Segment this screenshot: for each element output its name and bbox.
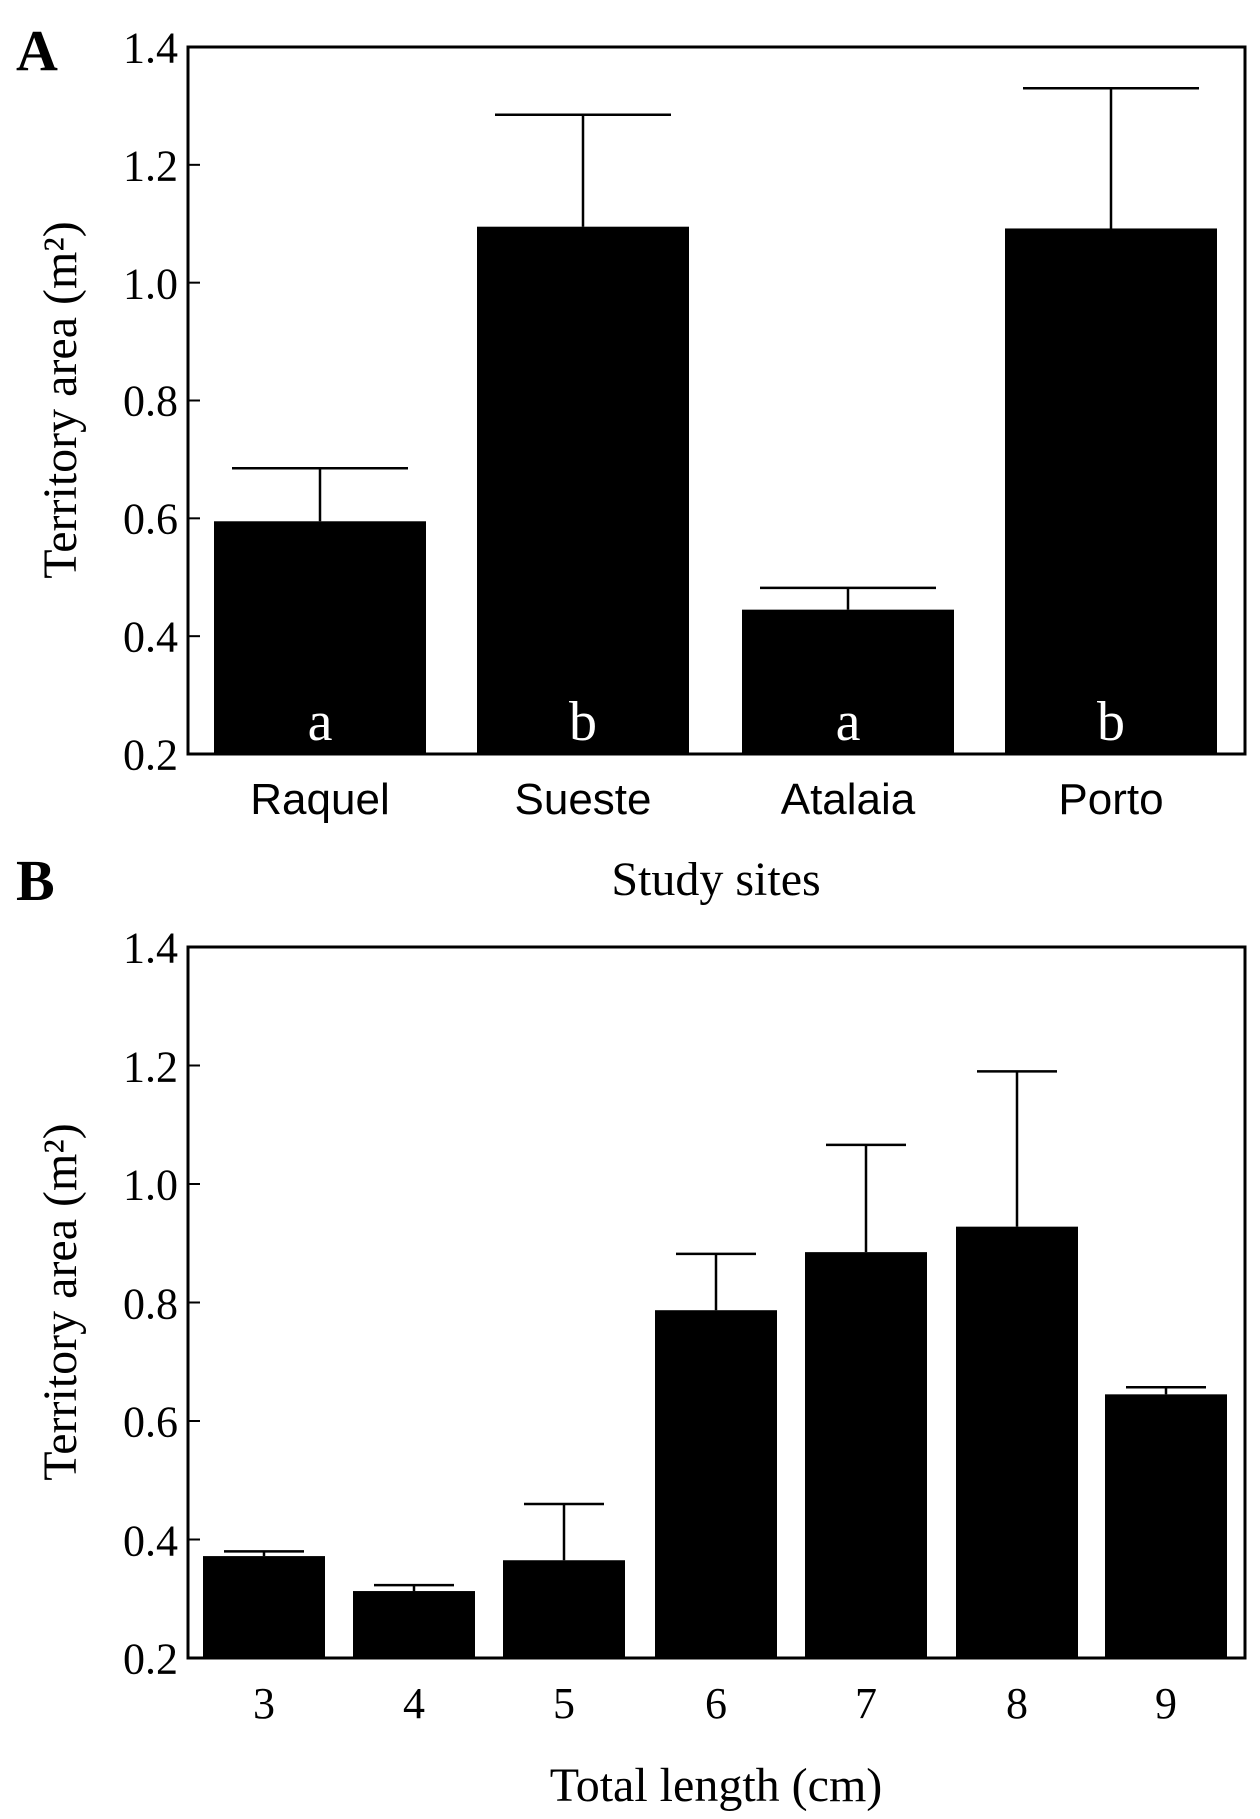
panel-b-errorbars [224, 1070, 1206, 1592]
panel-a: A a b a b 0.2 0.4 0.6 0.8 1.0 1.2 1.4 Raque… [16, 18, 1247, 906]
panel-b-y-tick-label: 0.2 [123, 1634, 178, 1683]
panel-a-x-axis-title: Study sites [611, 853, 820, 906]
bar-7 [805, 1252, 927, 1658]
panel-b-x-tick-label: 5 [553, 1679, 575, 1728]
panel-b-y-tick-labels: 0.2 0.4 0.6 0.8 1.0 1.2 1.4 [123, 923, 178, 1683]
panel-a-x-tick-label: Porto [1058, 775, 1163, 824]
bar-porto [1005, 228, 1217, 755]
panel-a-y-tick-label: 0.8 [123, 376, 178, 425]
panel-a-x-tick-label: Atalaia [781, 775, 916, 824]
panel-b-x-tick-label: 7 [855, 1679, 877, 1728]
panel-b-x-axis-title: Total length (cm) [550, 1759, 883, 1812]
panel-b-x-tick-label: 4 [403, 1679, 425, 1728]
panel-b-bars [203, 1226, 1227, 1658]
panel-b-y-tick-label: 0.6 [123, 1397, 178, 1446]
panel-a-x-tick-label: Raquel [250, 775, 389, 824]
group-letter: a [836, 691, 861, 753]
panel-b-x-tick-label: 3 [253, 1679, 275, 1728]
panel-a-errorbars [232, 86, 1199, 610]
group-letter: b [1097, 691, 1125, 753]
bar-9 [1105, 1394, 1227, 1658]
panel-a-y-tick-labels: 0.2 0.4 0.6 0.8 1.0 1.2 1.4 [123, 23, 178, 779]
panel-a-y-tick-label: 1.2 [123, 141, 178, 190]
panel-a-y-tick-label: 0.6 [123, 494, 178, 543]
panel-b-y-tick-label: 0.4 [123, 1516, 178, 1565]
panel-a-y-axis-title: Territory area (m²) [34, 221, 87, 579]
panel-b-y-axis-title: Territory area (m²) [34, 1123, 87, 1481]
panel-a-y-tick-label: 0.2 [123, 730, 178, 779]
panel-b: B 0.2 0.4 0.6 0.8 1.0 1.2 1.4 3 4 5 6 7 … [16, 848, 1247, 1812]
panel-a-x-tick-labels: Raquel Sueste Atalaia Porto [250, 775, 1163, 824]
bar-5 [503, 1560, 625, 1658]
group-letter: a [308, 691, 333, 753]
bar-3 [203, 1556, 325, 1658]
panel-b-y-ticks [188, 946, 200, 1659]
panel-a-y-tick-label: 1.4 [123, 23, 178, 72]
panel-a-y-tick-label: 0.4 [123, 612, 178, 661]
panel-b-x-tick-labels: 3 4 5 6 7 8 9 [253, 1679, 1177, 1728]
panel-b-y-tick-label: 1.4 [123, 923, 178, 972]
panel-b-x-tick-label: 6 [705, 1679, 727, 1728]
bar-8 [956, 1226, 1078, 1658]
panel-b-label: B [16, 848, 55, 913]
bar-4 [353, 1591, 475, 1658]
panel-b-x-tick-label: 8 [1006, 1679, 1028, 1728]
panel-a-x-tick-label: Sueste [515, 775, 652, 824]
panel-a-label: A [16, 18, 58, 83]
panel-b-y-tick-label: 1.2 [123, 1042, 178, 1091]
panel-a-bars [214, 226, 1217, 755]
panel-b-y-tick-label: 0.8 [123, 1279, 178, 1328]
panel-a-y-tick-label: 1.0 [123, 259, 178, 308]
group-letter: b [569, 691, 597, 753]
panel-a-y-ticks [188, 46, 200, 755]
bar-6 [655, 1310, 777, 1658]
bar-atalaia [742, 609, 954, 754]
panel-b-y-tick-label: 1.0 [123, 1160, 178, 1209]
panel-b-x-tick-label: 9 [1155, 1679, 1177, 1728]
bar-raquel [214, 521, 426, 754]
bar-sueste [477, 226, 689, 755]
